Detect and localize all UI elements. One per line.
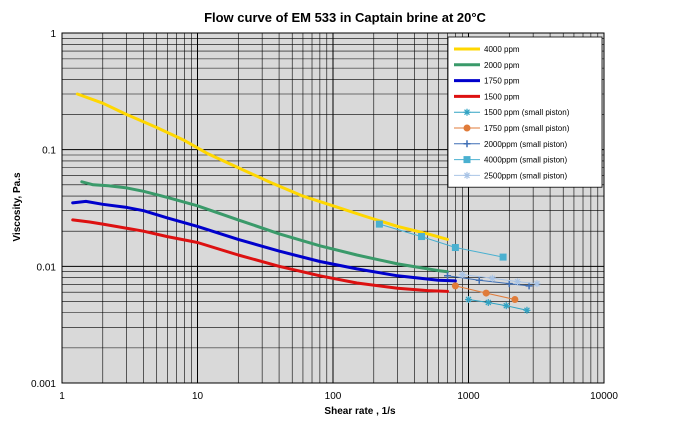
data-point-square [375,220,383,228]
legend-entry-1750-ppm: 1750 ppm [484,77,520,86]
data-point-star [523,306,531,314]
data-point-plus [463,140,471,148]
y-axis-ticks: 0.001 0.01 0.1 1 [31,29,56,390]
data-point-star [465,295,472,303]
series-1500-ppm-small-piston [465,295,531,314]
data-point-square [451,244,459,252]
series-line-2000ppm-small-piston [447,275,530,287]
chart-title: Flow curve of EM 533 in Captain brine at… [204,10,486,25]
series-2000ppm-small-piston [444,272,533,290]
data-point-plus [444,272,452,280]
legend-entry-4000ppm-small-piston: 4000ppm (small piston) [484,156,567,165]
data-point-star [463,171,471,179]
series-4000ppm-small-piston [375,220,507,261]
series-1500-ppm [71,218,449,293]
series-line-4000-ppm [75,92,449,241]
x-tick-label: 10000 [590,391,618,402]
data-point-circle [451,282,459,290]
data-point-star [484,298,492,306]
y-tick-label: 0.01 [37,262,57,273]
data-point-circle [463,124,471,132]
series-line-2000-ppm [80,180,449,274]
legend-entry-2000-ppm: 2000 ppm [484,61,520,70]
legend: 4000 ppm 2000 ppm 1750 ppm 1500 ppm 1500 ppm… [447,36,603,188]
legend-entry-1500-ppm-small-piston: 1500 ppm (small piston) [484,108,570,117]
data-point-plus [505,280,513,288]
plot-frame [61,32,605,384]
y-tick-label: 0.1 [42,146,56,157]
data-point-plus [475,276,483,284]
data-point-star [463,108,471,116]
series-line-2500ppm-small-piston [461,274,538,285]
data-point-square [499,253,507,261]
legend-entry-2500ppm-small-piston: 2500ppm (small piston) [484,171,567,180]
data-point-square [418,233,426,241]
series-line-4000ppm-small-piston [378,223,504,258]
data-point-star [502,302,510,310]
x-tick-label: 1 [59,391,65,402]
legend-entry-1750-ppm-small-piston: 1750 ppm (small piston) [484,124,570,133]
series-line-1500-ppm-small-piston [468,299,528,311]
y-tick-label: 1 [50,29,56,40]
data-point-star [488,274,496,282]
series-1750-ppm-small-piston [451,282,519,303]
x-tick-label: 100 [325,391,342,402]
data-point-plus [525,282,533,290]
series-1750-ppm [71,199,457,283]
data-point-square [463,156,471,164]
x-axis-label: Shear rate , 1/s [324,406,396,417]
x-tick-label: 1000 [457,391,480,402]
legend-entry-2000ppm-small-piston: 2000ppm (small piston) [484,140,567,149]
series-4000-ppm [75,92,449,241]
x-axis-ticks: 1 10 100 1000 10000 [59,391,618,402]
series-line-1750-ppm [71,199,457,283]
y-tick-label: 0.001 [31,379,56,390]
data-point-star [514,278,522,286]
data-point-star [458,271,466,279]
series-layer [71,92,541,314]
data-point-circle [482,289,490,297]
x-tick-label: 10 [192,391,204,402]
y-axis-label: Viscosity, Pa.s [12,172,23,242]
data-point-circle [511,295,519,303]
series-2000-ppm [80,180,449,274]
data-point-star [533,280,541,288]
legend-entry-1500-ppm: 1500 ppm [484,92,520,101]
legend-entry-4000-ppm: 4000 ppm [484,45,520,54]
series-2500ppm-small-piston [458,271,541,288]
series-line-1500-ppm [71,218,449,293]
